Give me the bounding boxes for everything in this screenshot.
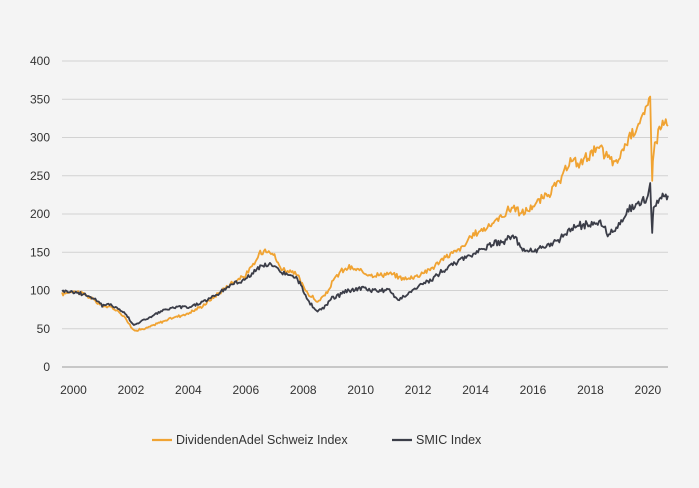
y-tick-label: 100 [30,284,50,298]
x-axis-ticks: 2000 2002 2004 2006 2008 2010 2012 2014 2016 2018… [60,383,661,397]
y-axis-ticks: 0 50 100 150 200 250 300 350 400 [30,54,50,374]
x-tick-label: 2016 [520,383,547,397]
legend-label: DividendenAdel Schweiz Index [176,433,348,447]
series-line-dividendenadel-schweiz-index [61,95,669,332]
x-tick-label: 2012 [405,383,432,397]
y-tick-label: 300 [30,131,50,145]
x-tick-label: 2006 [232,383,259,397]
y-tick-label: 50 [37,322,51,336]
x-tick-label: 2010 [347,383,374,397]
y-tick-label: 350 [30,92,50,106]
y-tick-label: 400 [30,54,50,68]
x-tick-label: 2014 [462,383,489,397]
series-line-smic-index [61,182,669,326]
x-tick-label: 2008 [290,383,317,397]
y-tick-label: 250 [30,169,50,183]
x-tick-label: 2002 [118,383,145,397]
x-tick-label: 2000 [60,383,87,397]
legend: DividendenAdel Schweiz Index SMIC Index [152,433,482,447]
x-tick-label: 2020 [635,383,662,397]
gridlines [62,60,668,368]
y-tick-label: 0 [43,360,50,374]
y-tick-label: 150 [30,245,50,259]
series-lines [61,95,669,332]
legend-label: SMIC Index [416,433,482,447]
x-tick-label: 2018 [577,383,604,397]
x-tick-label: 2004 [175,383,202,397]
y-tick-label: 200 [30,207,50,221]
